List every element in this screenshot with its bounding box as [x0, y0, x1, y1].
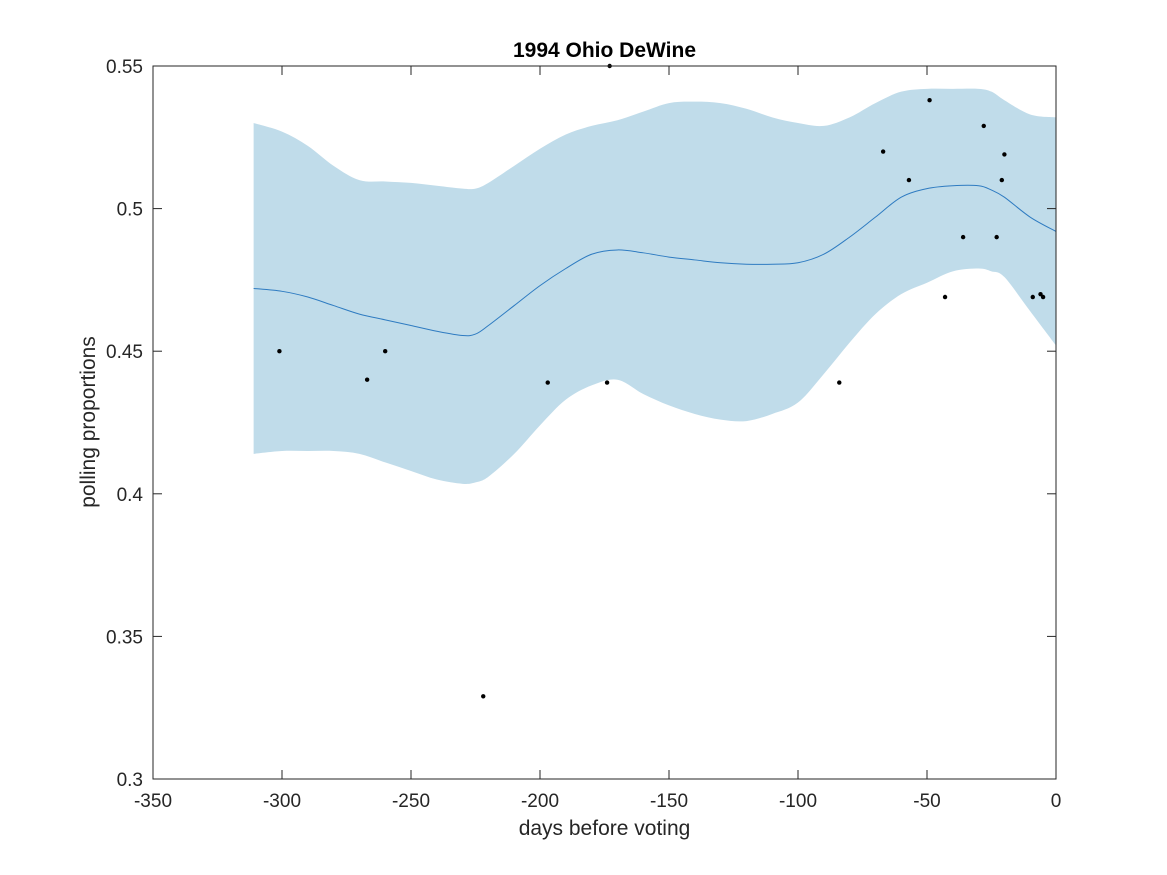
data-point [981, 123, 986, 129]
axis-ticks [152, 65, 1057, 780]
y-tick-label: 0.4 [117, 485, 144, 506]
data-point [880, 149, 886, 154]
x-tick-label: -250 [392, 791, 430, 812]
data-point [994, 234, 999, 240]
data-point [927, 98, 932, 103]
axes-box [152, 65, 1057, 780]
x-tick-label: -150 [650, 791, 688, 812]
data-point [1038, 291, 1043, 297]
chart-title: 1994 Ohio DeWine [513, 39, 696, 62]
data-point [906, 177, 912, 183]
data-point [1030, 294, 1035, 300]
data-point [942, 294, 948, 300]
data-point [604, 380, 610, 385]
plot-area [253, 63, 1057, 699]
x-tick-label: -350 [134, 791, 172, 812]
y-tick-label: 0.45 [106, 342, 143, 363]
x-tick-label: -50 [913, 791, 940, 812]
x-tick-label: -300 [263, 791, 301, 812]
data-point [1002, 152, 1007, 157]
data-point [1040, 294, 1046, 300]
y-tick-label: 0.35 [106, 627, 143, 648]
y-tick-label: 0.55 [106, 57, 143, 78]
y-axis-label: polling proportions [77, 336, 100, 508]
data-point [999, 177, 1005, 183]
data-point [364, 377, 370, 382]
x-tick-label: -100 [779, 791, 817, 812]
y-tick-label: 0.3 [117, 770, 143, 791]
x-tick-label: 0 [1051, 791, 1062, 812]
data-point [837, 380, 842, 385]
x-axis-label: days before voting [519, 817, 691, 840]
data-point [277, 349, 282, 354]
data-point [545, 380, 550, 385]
trend-line [253, 184, 1057, 337]
data-point [383, 349, 388, 354]
x-tick-label: -200 [521, 791, 559, 812]
data-point [481, 694, 486, 699]
tick-labels: -350 -300 -250 -200 -150 -100 -50 0 0.3 0.35 0.4 0.… [106, 57, 1061, 812]
data-point [960, 234, 966, 240]
y-tick-label: 0.5 [117, 200, 143, 221]
confidence-band [253, 88, 1056, 484]
